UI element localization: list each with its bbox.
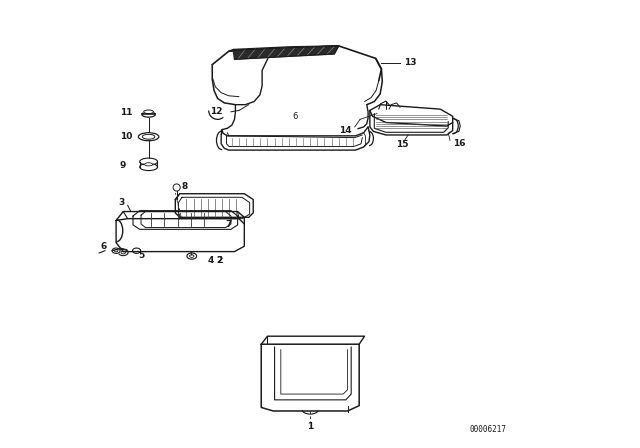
Text: 7: 7 xyxy=(225,220,232,228)
Ellipse shape xyxy=(138,133,159,141)
Text: 00006217: 00006217 xyxy=(470,425,507,434)
Text: 4: 4 xyxy=(208,256,214,265)
Text: 11: 11 xyxy=(120,108,132,117)
Text: 2: 2 xyxy=(217,256,223,265)
Text: 15: 15 xyxy=(396,140,408,149)
Text: 13: 13 xyxy=(404,58,416,67)
Ellipse shape xyxy=(118,250,128,256)
Ellipse shape xyxy=(112,248,120,254)
Text: 2: 2 xyxy=(217,256,223,265)
Ellipse shape xyxy=(188,254,195,258)
Text: 9: 9 xyxy=(120,161,126,170)
Text: 16: 16 xyxy=(452,139,465,148)
Ellipse shape xyxy=(132,248,141,254)
Text: 1: 1 xyxy=(307,422,314,431)
Ellipse shape xyxy=(144,110,154,114)
Text: 12: 12 xyxy=(209,108,222,116)
Text: 3: 3 xyxy=(119,198,125,207)
Ellipse shape xyxy=(142,112,156,117)
Ellipse shape xyxy=(188,254,195,258)
Text: 8: 8 xyxy=(182,182,188,191)
Text: 6: 6 xyxy=(100,242,106,251)
Text: 14: 14 xyxy=(339,126,351,135)
Ellipse shape xyxy=(145,163,152,166)
Text: 5: 5 xyxy=(138,251,145,260)
Ellipse shape xyxy=(142,134,155,139)
Text: 6: 6 xyxy=(293,112,298,121)
Text: 10: 10 xyxy=(120,132,132,141)
Polygon shape xyxy=(233,46,339,59)
